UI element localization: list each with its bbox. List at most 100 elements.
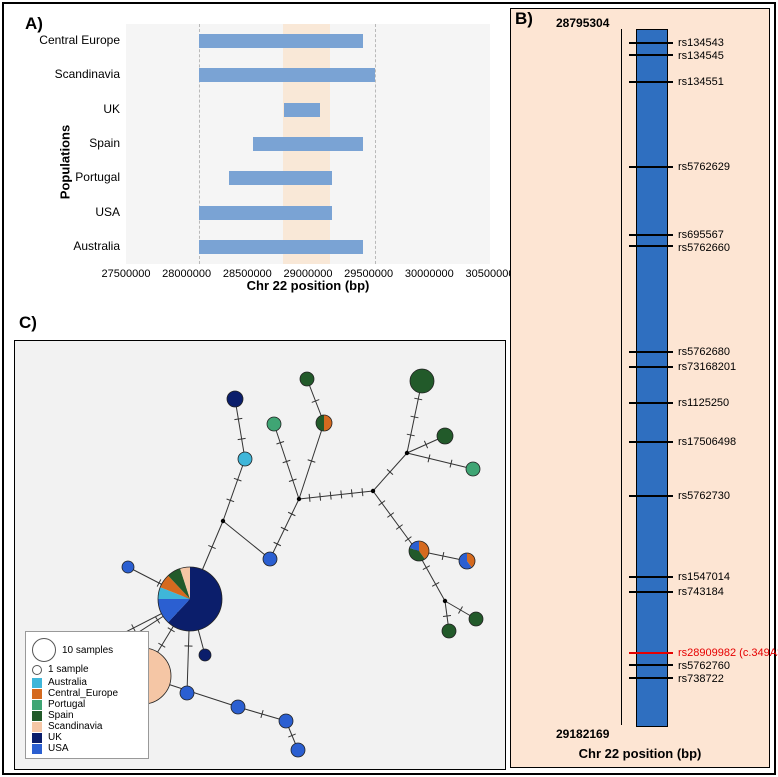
panel-b-snp-tick (629, 54, 673, 56)
mutation-tick (168, 628, 175, 632)
network-junction (371, 489, 375, 493)
legend-color-row: Portugal (32, 699, 142, 710)
panel-a-chart: Central EuropeScandinaviaUKSpainPortugal… (126, 24, 490, 264)
panel-b-snp-label: rs73168201 (678, 361, 736, 373)
mutation-tick (281, 527, 288, 530)
legend-color-row: Central_Europe (32, 688, 142, 699)
panel-a-bar (199, 240, 363, 254)
panel-a-xtick: 27500000 (102, 268, 151, 280)
mutation-tick (288, 512, 295, 515)
network-node (316, 415, 332, 431)
legend-color-row: UK (32, 732, 142, 743)
panel-b-snp-tick (629, 495, 673, 497)
panel-a-rowlabel: Scandinavia (0, 67, 120, 81)
panel-b: B) 28795304 rs134543rs134545rs134551rs57… (510, 8, 770, 768)
panel-b-snp-label: rs5762660 (678, 242, 730, 254)
panel-a-rowlabel: Spain (0, 136, 120, 150)
network-node (442, 624, 456, 638)
panel-b-snp-tick (629, 351, 673, 353)
network-node (466, 462, 480, 476)
panel-a-rowlabel: UK (0, 102, 120, 116)
panel-a-bar (199, 34, 363, 48)
network-edge (373, 491, 417, 551)
mutation-tick (309, 494, 310, 502)
mutation-tick (432, 582, 439, 586)
network-edge (235, 399, 245, 459)
network-junction (221, 519, 225, 523)
panel-a-xtick: 28000000 (162, 268, 211, 280)
network-edge (299, 491, 373, 499)
panel-a-dashline (375, 24, 376, 264)
network-node (279, 714, 293, 728)
panel-b-snp-label: rs743184 (678, 586, 724, 598)
network-node (122, 561, 134, 573)
panel-b-snp-tick (629, 664, 673, 666)
panel-b-snp-label: rs738722 (678, 673, 724, 685)
mutation-tick (330, 492, 331, 500)
panel-b-snp-label: rs5762730 (678, 490, 730, 502)
network-node (409, 541, 429, 561)
network-node (469, 612, 483, 626)
panel-b-snp-label: rs5762760 (678, 660, 730, 672)
panel-a-rowlabel: Portugal (0, 170, 120, 184)
panel-b-snp-label: rs695567 (678, 229, 724, 241)
mutation-tick (405, 537, 411, 542)
network-node (180, 686, 194, 700)
panel-a-xtick: 30500000 (466, 268, 515, 280)
panel-b-snp-tick (629, 591, 673, 593)
mutation-tick (443, 615, 451, 616)
panel-a-xtitle: Chr 22 position (bp) (247, 278, 370, 293)
legend-size-row: 1 sample (32, 664, 142, 675)
legend-color-row: Australia (32, 677, 142, 688)
network-node (231, 700, 245, 714)
panel-a-bar (253, 137, 362, 151)
panel-a: A) Populations Central EuropeScandinavia… (20, 14, 500, 309)
panel-b-label: B) (515, 9, 533, 29)
panel-a-bar (199, 206, 332, 220)
panel-b-axis (621, 29, 622, 725)
panel-a-rowlabel: Australia (0, 239, 120, 253)
panel-c: C) 10 samples1 sampleAustraliaCentral_Eu… (14, 340, 506, 770)
mutation-tick (158, 643, 165, 647)
panel-b-snp-tick (629, 42, 673, 44)
mutation-tick (423, 566, 430, 570)
panel-b-snp-label: rs5762629 (678, 161, 730, 173)
panel-b-snp-tick (629, 245, 673, 247)
mutation-tick (379, 501, 385, 506)
mutation-tick (274, 542, 281, 545)
panel-a-bar (229, 171, 332, 185)
panel-a-xtick: 30000000 (405, 268, 454, 280)
panel-a-bar (284, 103, 320, 117)
panel-b-snp-tick (629, 234, 673, 236)
network-node (459, 553, 475, 569)
panel-c-legend: 10 samples 1 sample AustraliaCentral_Europ… (25, 631, 149, 759)
mutation-tick (234, 418, 242, 419)
panel-a-rowlabel: Central Europe (0, 33, 120, 47)
panel-b-xtitle: Chr 22 position (bp) (579, 746, 702, 761)
panel-b-snp-tick (629, 366, 673, 368)
network-edge (223, 459, 245, 521)
panel-a-dashline (199, 24, 200, 264)
panel-a-bar (199, 68, 375, 82)
panel-b-snp-label: rs134551 (678, 76, 724, 88)
panel-a-label: A) (25, 14, 43, 34)
mutation-tick (320, 493, 321, 501)
network-node (300, 372, 314, 386)
panel-c-label: C) (19, 313, 37, 333)
mutation-tick (157, 579, 161, 586)
panel-b-snp-tick (629, 576, 673, 578)
network-junction (443, 599, 447, 603)
mutation-tick (155, 617, 159, 624)
panel-b-snp-label: rs134543 (678, 37, 724, 49)
legend-size-row: 10 samples (32, 638, 142, 662)
panel-b-snp-tick (629, 81, 673, 83)
network-node (227, 391, 243, 407)
network-junction (405, 451, 409, 455)
panel-b-end: 29182169 (556, 727, 609, 741)
network-node (158, 567, 222, 631)
mutation-tick (458, 607, 462, 614)
legend-color-row: Spain (32, 710, 142, 721)
panel-b-snp-tick (629, 402, 673, 404)
panel-b-snp-tick (629, 166, 673, 168)
panel-b-snp-label: rs28909982 (c.349A>G) (678, 647, 778, 659)
